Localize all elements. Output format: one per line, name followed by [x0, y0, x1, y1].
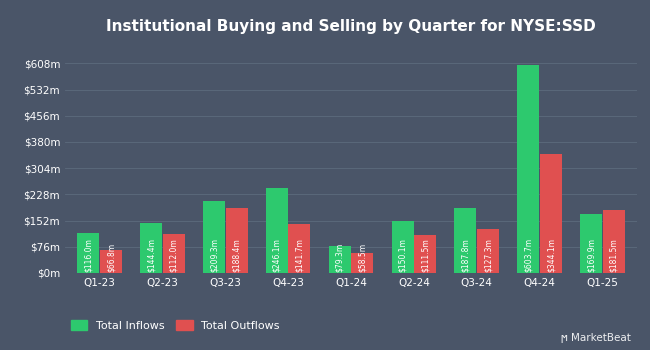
- Title: Institutional Buying and Selling by Quarter for NYSE:SSD: Institutional Buying and Selling by Quar…: [106, 19, 596, 34]
- Legend: Total Inflows, Total Outflows: Total Inflows, Total Outflows: [71, 320, 280, 331]
- Text: $209.3m: $209.3m: [209, 238, 218, 272]
- Bar: [477, 229, 499, 273]
- Text: $246.1m: $246.1m: [272, 238, 281, 272]
- Text: $144.4m: $144.4m: [147, 238, 155, 272]
- Bar: [289, 224, 311, 273]
- Bar: [140, 223, 162, 273]
- Text: $181.5m: $181.5m: [609, 238, 618, 272]
- Text: $79.3m: $79.3m: [335, 242, 345, 272]
- Bar: [351, 253, 373, 273]
- Bar: [100, 250, 122, 273]
- Text: $344.1m: $344.1m: [547, 238, 555, 272]
- Text: $187.8m: $187.8m: [461, 238, 470, 272]
- Bar: [603, 210, 625, 273]
- Text: $141.7m: $141.7m: [295, 238, 304, 272]
- Bar: [77, 233, 99, 273]
- Bar: [414, 234, 436, 273]
- Bar: [517, 65, 539, 273]
- Text: $111.5m: $111.5m: [421, 238, 430, 272]
- Text: $188.4m: $188.4m: [232, 238, 241, 272]
- Text: $116.0m: $116.0m: [84, 238, 93, 272]
- Text: $603.7m: $603.7m: [524, 238, 533, 272]
- Bar: [203, 201, 225, 273]
- Bar: [226, 208, 248, 273]
- Text: $66.8m: $66.8m: [107, 243, 116, 272]
- Text: $127.3m: $127.3m: [484, 238, 493, 272]
- Bar: [329, 246, 351, 273]
- Text: $112.0m: $112.0m: [169, 238, 178, 272]
- Bar: [391, 221, 413, 273]
- Bar: [454, 208, 476, 273]
- Bar: [266, 188, 288, 273]
- Text: ϻ MarketBeat: ϻ MarketBeat: [560, 333, 630, 343]
- Bar: [162, 234, 185, 273]
- Text: $58.5m: $58.5m: [358, 243, 367, 272]
- Bar: [540, 154, 562, 273]
- Bar: [580, 215, 602, 273]
- Text: $150.1m: $150.1m: [398, 238, 407, 272]
- Text: $169.9m: $169.9m: [586, 238, 595, 272]
